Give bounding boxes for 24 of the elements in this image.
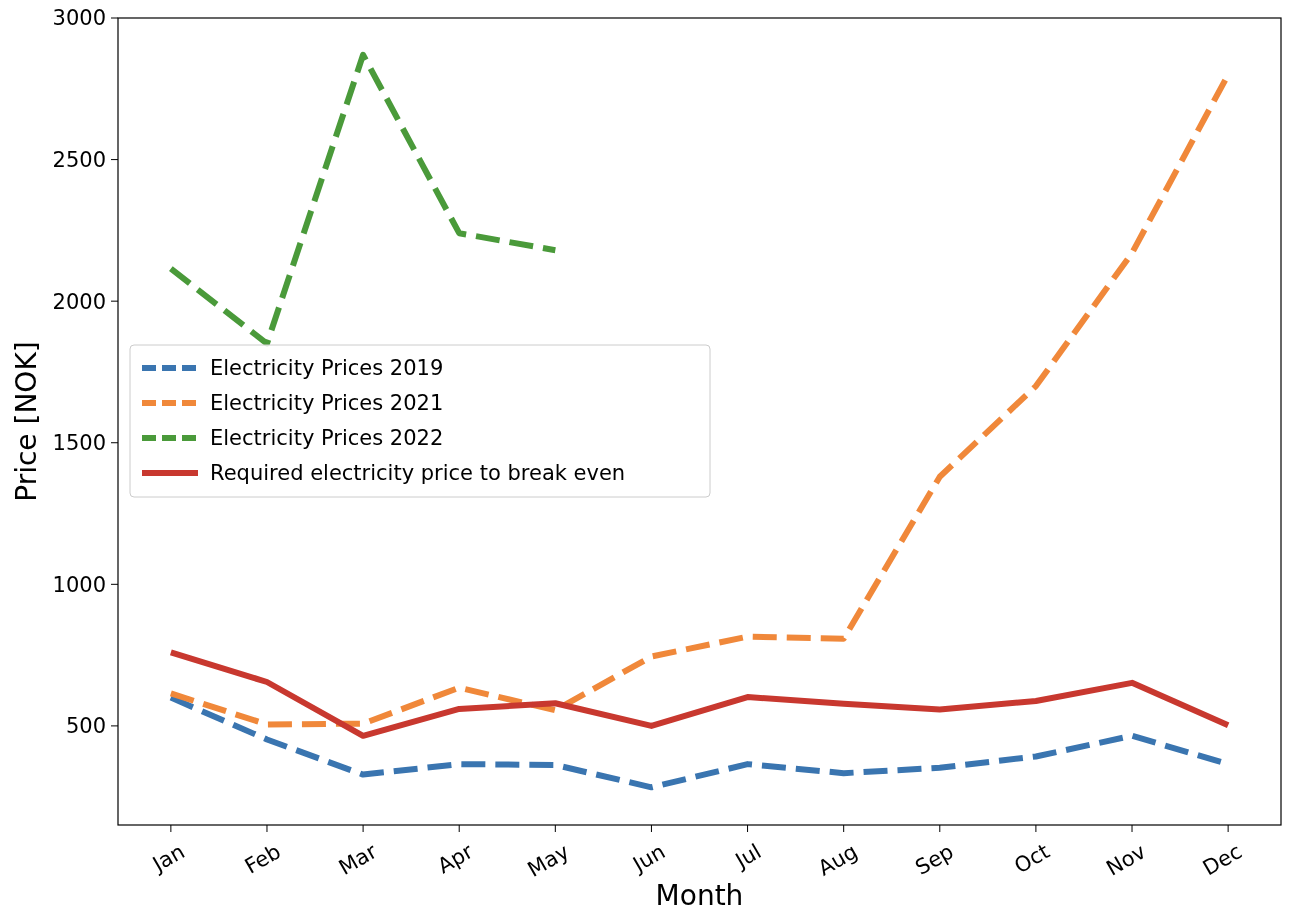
x-tick-label: Oct <box>1010 839 1054 879</box>
x-tick-label: Aug <box>814 839 862 881</box>
x-tick-label: Feb <box>240 839 285 879</box>
x-tick-label: Sep <box>911 839 958 880</box>
x-tick-label: Dec <box>1198 839 1246 881</box>
legend-label: Required electricity price to break even <box>210 461 626 486</box>
x-tick-label: Nov <box>1102 839 1150 881</box>
y-tick-label: 1000 <box>52 572 106 597</box>
y-tick-label: 1500 <box>52 431 106 456</box>
x-axis-title: Month <box>655 879 744 912</box>
x-tick-label: Mar <box>334 839 382 880</box>
legend-label: Electricity Prices 2019 <box>210 356 444 381</box>
legend-label: Electricity Prices 2021 <box>210 391 444 416</box>
y-axis-title: Price [NOK] <box>10 341 43 502</box>
x-tick-label: Jun <box>627 839 670 878</box>
legend-label: Electricity Prices 2022 <box>210 426 444 451</box>
y-tick-label: 3000 <box>52 6 106 31</box>
y-tick-label: 500 <box>65 714 106 739</box>
x-tick-label: Jan <box>146 839 189 878</box>
x-tick-label: Jul <box>729 839 766 874</box>
y-tick-label: 2000 <box>52 289 106 314</box>
y-tick-label: 2500 <box>52 147 106 172</box>
x-tick-label: Apr <box>433 839 478 879</box>
x-tick-label: May <box>523 839 574 882</box>
